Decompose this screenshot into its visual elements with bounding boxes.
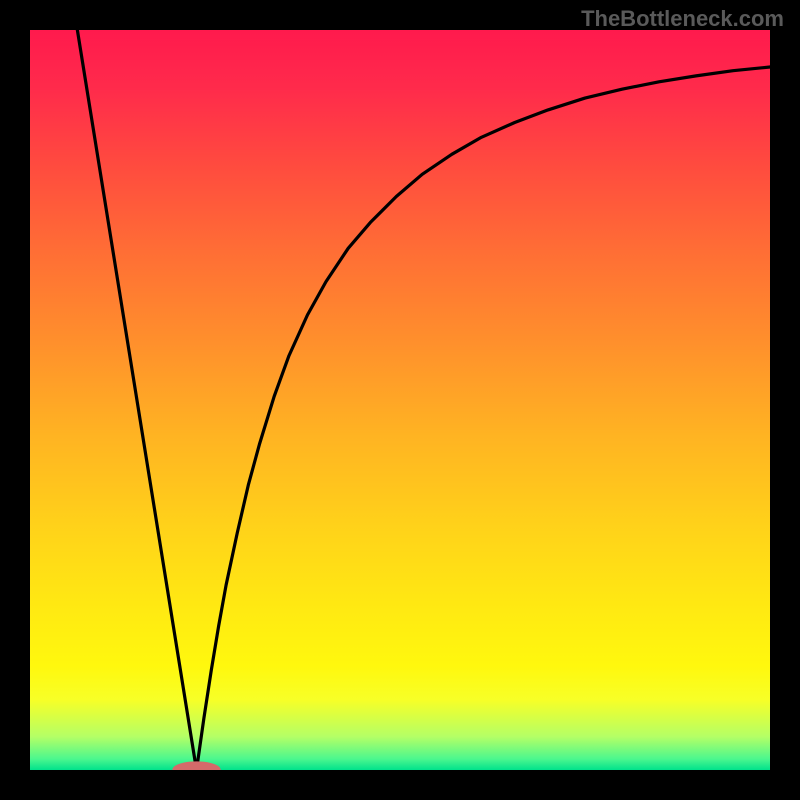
bottleneck-chart: TheBottleneck.com [0, 0, 800, 800]
chart-svg [0, 0, 800, 800]
plot-background [30, 30, 770, 770]
watermark-text: TheBottleneck.com [581, 6, 784, 32]
